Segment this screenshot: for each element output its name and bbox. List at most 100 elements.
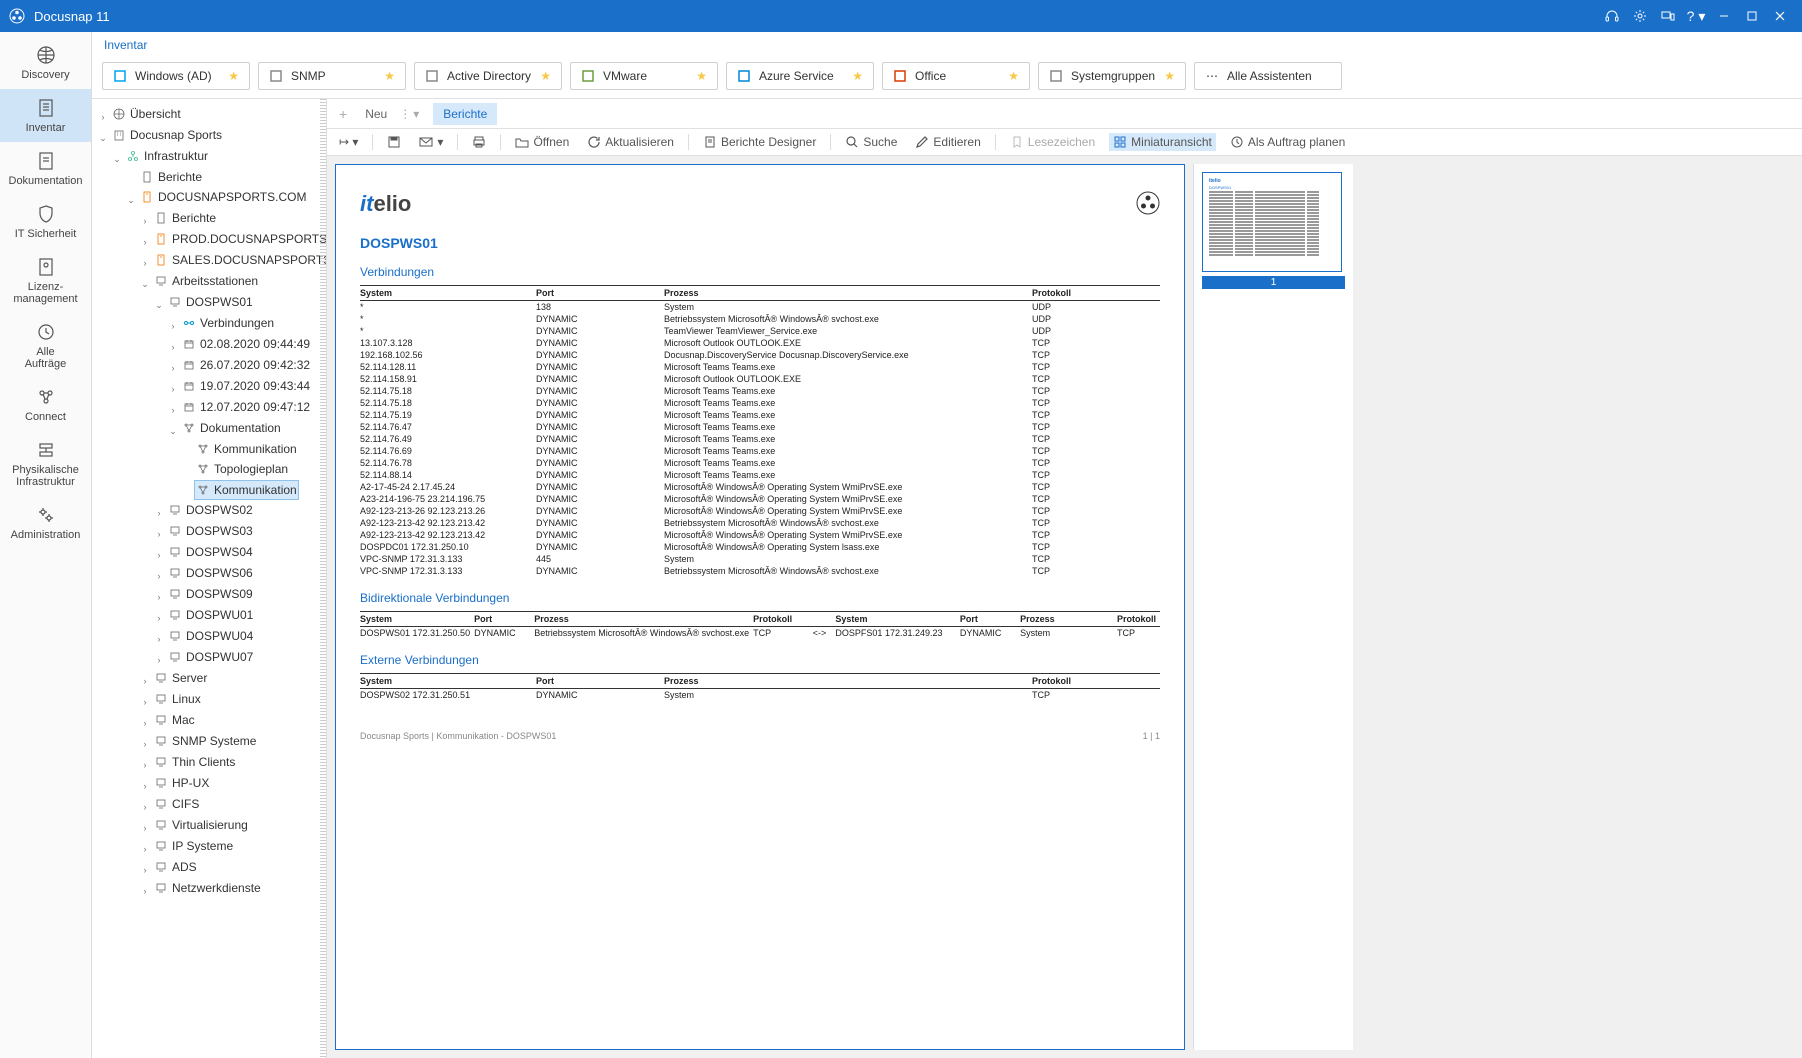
tree-ws[interactable]: DOSPWS09 xyxy=(166,585,255,603)
tree-icon xyxy=(154,692,168,706)
minimize-icon[interactable] xyxy=(1710,0,1738,32)
help-icon[interactable]: ? ▾ xyxy=(1682,0,1710,32)
ribbon-alle-assistenten[interactable]: ⋯Alle Assistenten xyxy=(1194,62,1342,90)
tree-category[interactable]: IP Systeme xyxy=(152,837,235,855)
tree-category[interactable]: HP-UX xyxy=(152,774,211,792)
table-header xyxy=(813,612,836,627)
ribbon-active-directory[interactable]: Active Directory★ xyxy=(414,62,562,90)
nav-lizenz[interactable]: Lizenz-management xyxy=(0,248,91,313)
tree-overview[interactable]: Übersicht xyxy=(110,105,183,123)
tree-ws[interactable]: DOSPWS04 xyxy=(166,543,255,561)
table-header: System xyxy=(835,612,960,627)
maximize-icon[interactable] xyxy=(1738,0,1766,32)
tree-category[interactable]: Linux xyxy=(152,690,203,708)
star-icon: ★ xyxy=(228,69,239,83)
save-icon[interactable] xyxy=(383,133,405,151)
tree-verbindungen[interactable]: Verbindungen xyxy=(180,314,276,332)
tree-ws[interactable]: DOSPWU01 xyxy=(166,606,255,624)
tree-arbeitsstationen[interactable]: Arbeitsstationen xyxy=(152,272,260,290)
tree-category[interactable]: Netzwerkdienste xyxy=(152,879,263,897)
tree-category[interactable]: ADS xyxy=(152,858,199,876)
tree-icon xyxy=(154,776,168,790)
open-button[interactable]: Öffnen xyxy=(511,133,573,151)
table-row: A23-214-196-75 23.214.196.75DYNAMICMicro… xyxy=(360,493,1160,505)
tree-icon xyxy=(154,797,168,811)
tree-category[interactable]: SNMP Systeme xyxy=(152,732,258,750)
table-row: 52.114.76.78DYNAMICMicrosoft Teams Teams… xyxy=(360,457,1160,469)
tree-category[interactable]: CIFS xyxy=(152,795,201,813)
table-row: 52.114.76.49DYNAMICMicrosoft Teams Teams… xyxy=(360,433,1160,445)
ribbon-systemgruppen[interactable]: Systemgruppen★ xyxy=(1038,62,1186,90)
refresh-button[interactable]: Aktualisieren xyxy=(583,133,678,151)
ribbon-office[interactable]: Office★ xyxy=(882,62,1030,90)
page-thumbnail[interactable]: itelio DOSPWS01 xyxy=(1202,172,1342,272)
table-row: 192.168.102.56DYNAMICDocusnap.DiscoveryS… xyxy=(360,349,1160,361)
tree-snapshot[interactable]: 19.07.2020 09:43:44 xyxy=(180,377,312,395)
tree-icon xyxy=(154,734,168,748)
tree-category[interactable]: Server xyxy=(152,669,209,687)
nav-connect[interactable]: Connect xyxy=(0,378,91,431)
designer-button[interactable]: Berichte Designer xyxy=(699,133,820,151)
mail-icon[interactable]: ▾ xyxy=(415,133,447,151)
nav-it-sicherheit[interactable]: IT Sicherheit xyxy=(0,195,91,248)
tree-snapshot[interactable]: 12.07.2020 09:47:12 xyxy=(180,398,312,416)
table-row: *138SystemUDP xyxy=(360,301,1160,314)
ribbon-icon xyxy=(581,69,595,83)
nav-phys[interactable]: PhysikalischeInfrastruktur xyxy=(0,431,91,496)
tree-ws[interactable]: DOSPWU07 xyxy=(166,648,255,666)
table-header: Protokoll xyxy=(1032,286,1160,301)
tree-category[interactable]: Thin Clients xyxy=(152,753,237,771)
tab-berichte[interactable]: Berichte xyxy=(433,103,497,125)
tree-domain-child[interactable]: SALES.DOCUSNAPSPORTS.CO xyxy=(152,251,327,269)
schedule-button[interactable]: Als Auftrag planen xyxy=(1226,133,1349,151)
nav-discovery[interactable]: Discovery xyxy=(0,36,91,89)
tree-ws[interactable]: DOSPWS03 xyxy=(166,522,255,540)
print-icon[interactable] xyxy=(468,133,490,151)
tree-ws[interactable]: DOSPWU04 xyxy=(166,627,255,645)
ribbon-icon: ⋯ xyxy=(1205,69,1219,83)
tree-domain-child[interactable]: PROD.DOCUSNAPSPORTS.CO xyxy=(152,230,327,248)
nav-arrow-icon[interactable]: ↦ ▾ xyxy=(335,133,362,151)
tree-snapshot[interactable]: 26.07.2020 09:42:32 xyxy=(180,356,312,374)
devices-icon[interactable] xyxy=(1654,0,1682,32)
tree-doku-item[interactable]: Kommunikation xyxy=(194,440,299,458)
ribbon-vmware[interactable]: VMware★ xyxy=(570,62,718,90)
tree-company[interactable]: Docusnap Sports xyxy=(110,126,224,144)
ribbon-snmp[interactable]: SNMP★ xyxy=(258,62,406,90)
nav-inventar[interactable]: Inventar xyxy=(0,89,91,142)
close-icon[interactable] xyxy=(1766,0,1794,32)
tree-icon xyxy=(112,107,126,121)
ribbon-icon xyxy=(1049,69,1063,83)
tree-infra[interactable]: Infrastruktur xyxy=(124,147,210,165)
tree-ws[interactable]: DOSPWS06 xyxy=(166,564,255,582)
search-button[interactable]: Suche xyxy=(841,133,901,151)
tree-dokumentation[interactable]: Dokumentation xyxy=(180,419,283,437)
ribbon-azure-service[interactable]: Azure Service★ xyxy=(726,62,874,90)
headset-icon[interactable] xyxy=(1598,0,1626,32)
tree-ws[interactable]: DOSPWS02 xyxy=(166,501,255,519)
table-header: System xyxy=(360,674,536,689)
ribbon-windows-ad-[interactable]: Windows (AD)★ xyxy=(102,62,250,90)
tree-domain[interactable]: DOCUSNAPSPORTS.COM xyxy=(138,188,308,206)
tab-neu[interactable]: Neu xyxy=(355,103,397,125)
table-header: Protokoll xyxy=(1117,612,1160,627)
panel-resizer[interactable] xyxy=(320,99,326,1058)
tree-berichte[interactable]: Berichte xyxy=(138,168,204,186)
tree-snapshot[interactable]: 02.08.2020 09:44:49 xyxy=(180,335,312,353)
nav-auftraege[interactable]: AlleAufträge xyxy=(0,313,91,378)
admin-icon xyxy=(35,504,57,526)
table-header: Protokoll xyxy=(753,612,813,627)
new-tab-plus-icon[interactable]: + xyxy=(333,106,353,122)
nav-admin[interactable]: Administration xyxy=(0,496,91,549)
thumbnail-button[interactable]: Miniaturansicht xyxy=(1109,133,1216,151)
gear-icon[interactable] xyxy=(1626,0,1654,32)
edit-button[interactable]: Editieren xyxy=(911,133,984,151)
nav-dokumentation[interactable]: Dokumentation xyxy=(0,142,91,195)
tree-category[interactable]: Virtualisierung xyxy=(152,816,250,834)
tree-domain-child[interactable]: Berichte xyxy=(152,209,218,227)
tree-doku-item[interactable]: Topologieplan xyxy=(194,460,290,478)
tree-category[interactable]: Mac xyxy=(152,711,197,729)
tree-doku-item[interactable]: Kommunikation xyxy=(194,480,299,500)
tree-ws01[interactable]: DOSPWS01 xyxy=(166,293,255,311)
tree-icon xyxy=(126,149,140,163)
